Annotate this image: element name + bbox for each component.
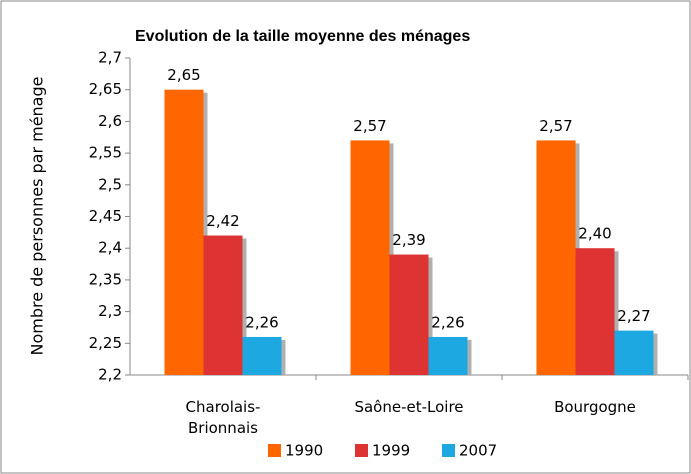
y-tick-label: 2,65 xyxy=(89,80,122,98)
bar xyxy=(203,235,243,375)
data-label: 2,26 xyxy=(431,313,464,331)
y-tick-label: 2,2 xyxy=(98,366,122,384)
bar xyxy=(242,336,282,375)
chart-title: Evolution de la taille moyenne des ménag… xyxy=(135,28,470,45)
x-tick-label: Bourgogne xyxy=(554,398,636,416)
data-label: 2,57 xyxy=(353,117,386,135)
legend-swatch xyxy=(355,444,368,457)
bar xyxy=(389,254,429,375)
bar xyxy=(350,140,390,375)
data-label: 2,39 xyxy=(392,231,425,249)
legend-label: 1990 xyxy=(285,442,323,460)
bar xyxy=(614,330,654,375)
bar xyxy=(575,248,615,375)
data-label: 2,57 xyxy=(539,117,572,135)
y-tick-label: 2,7 xyxy=(98,49,122,67)
data-label: 2,27 xyxy=(617,307,650,325)
y-tick-label: 2,35 xyxy=(89,270,122,288)
data-label: 2,40 xyxy=(578,225,611,243)
bar xyxy=(164,89,204,375)
bar xyxy=(536,140,576,375)
data-label: 2,42 xyxy=(206,212,239,230)
x-tick-label: Saône-et-Loire xyxy=(354,398,464,416)
y-tick-label: 2,6 xyxy=(98,112,122,130)
y-tick-label: 2,4 xyxy=(98,239,122,257)
y-tick-label: 2,5 xyxy=(98,175,122,193)
legend-label: 2007 xyxy=(459,442,497,460)
legend-label: 1999 xyxy=(372,442,410,460)
bar xyxy=(428,336,468,375)
legend-swatch xyxy=(442,444,455,457)
y-tick-label: 2,25 xyxy=(89,334,122,352)
data-label: 2,26 xyxy=(245,313,278,331)
y-axis-label: Nombre de personnes par ménage xyxy=(28,77,47,356)
x-tick-label: Charolais- Brionnais xyxy=(185,398,261,437)
data-label: 2,65 xyxy=(167,66,200,84)
legend-swatch xyxy=(268,444,281,457)
y-tick-label: 2,3 xyxy=(98,302,122,320)
y-tick-label: 2,45 xyxy=(89,207,122,225)
y-tick-label: 2,55 xyxy=(89,144,122,162)
